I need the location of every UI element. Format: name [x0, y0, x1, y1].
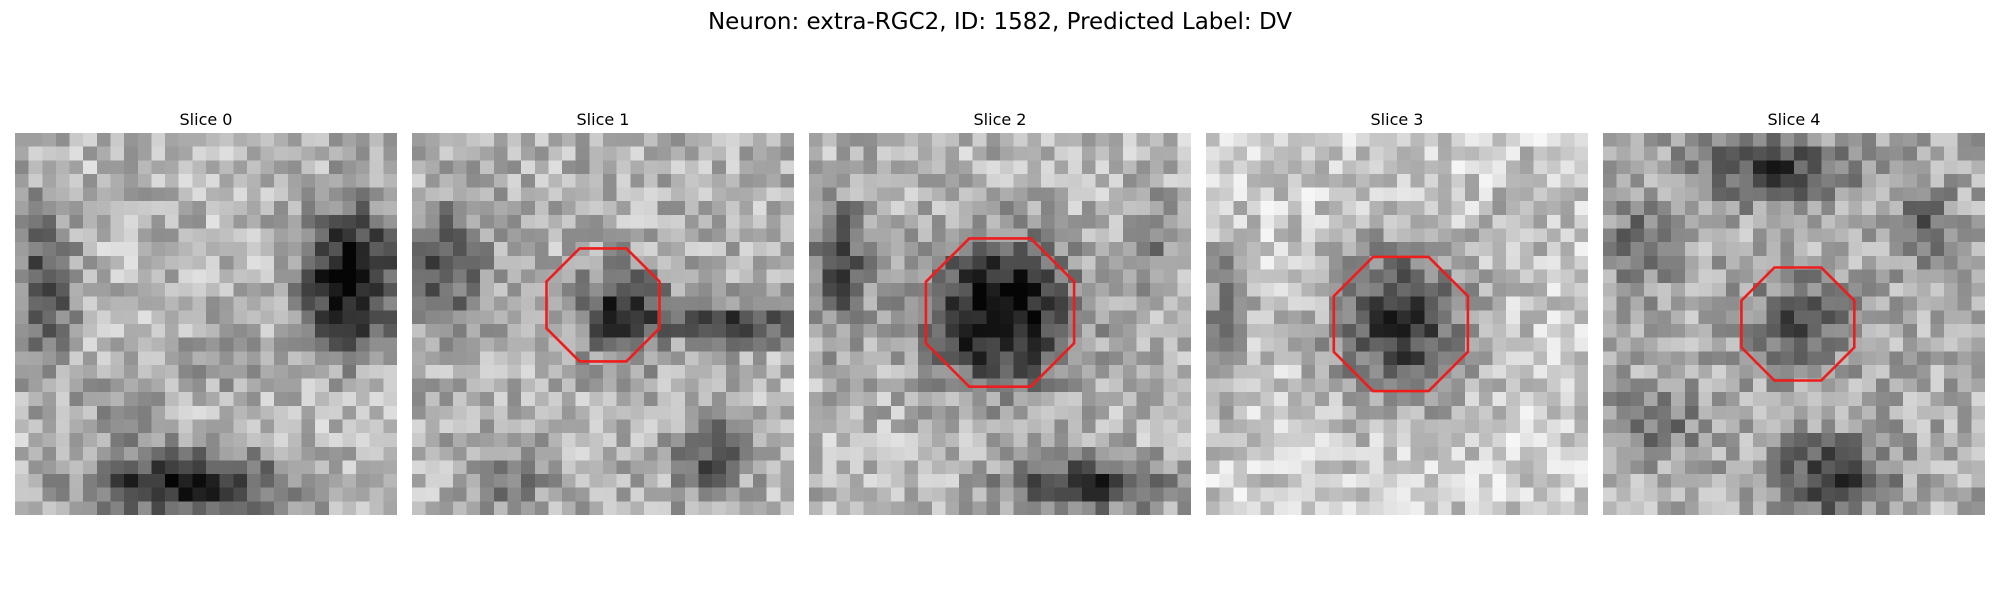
pixel-grid — [809, 133, 1191, 515]
slice-image-3 — [1206, 133, 1588, 515]
segmentation-contour — [1740, 266, 1856, 382]
slice-title-3: Slice 3 — [1370, 110, 1424, 129]
pixel-grid — [15, 133, 397, 515]
slice-panel-4: Slice 4 — [1603, 108, 1985, 515]
slice-panel-0: Slice 0 — [15, 108, 397, 515]
slice-title-4: Slice 4 — [1767, 110, 1821, 129]
slice-title-0: Slice 0 — [179, 110, 233, 129]
slice-panel-1: Slice 1 — [412, 108, 794, 515]
segmentation-contour — [545, 247, 661, 363]
segmentation-contour — [1332, 255, 1470, 393]
pixel-grid — [412, 133, 794, 515]
slice-image-2 — [809, 133, 1191, 515]
slice-image-4 — [1603, 133, 1985, 515]
slice-panel-2: Slice 2 — [809, 108, 1191, 515]
slice-image-1 — [412, 133, 794, 515]
pixel-grid — [1603, 133, 1985, 515]
slice-title-2: Slice 2 — [973, 110, 1027, 129]
slice-title-1: Slice 1 — [576, 110, 630, 129]
figure-title: Neuron: extra-RGC2, ID: 1582, Predicted … — [707, 9, 1293, 35]
slice-panel-3: Slice 3 — [1206, 108, 1588, 515]
slice-image-0 — [15, 133, 397, 515]
pixel-grid — [1206, 133, 1588, 515]
segmentation-contour — [924, 237, 1076, 388]
